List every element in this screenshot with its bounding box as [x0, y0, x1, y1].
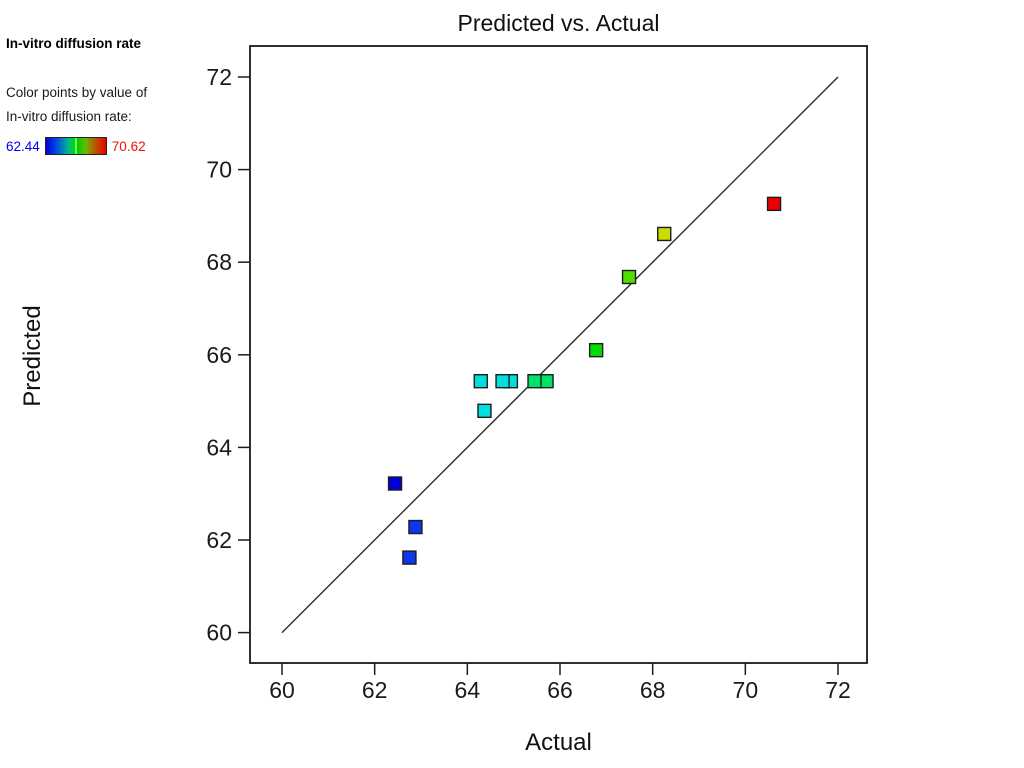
- chart-title: Predicted vs. Actual: [457, 10, 660, 36]
- data-point: [477, 403, 492, 419]
- data-point: [402, 550, 417, 565]
- data-point: [766, 196, 782, 212]
- legend-max-value: 70.62: [111, 138, 146, 154]
- color-legend: In-vitro diffusion rate Color points by …: [6, 36, 206, 155]
- data-point: [495, 373, 510, 389]
- data-point: [539, 373, 554, 389]
- legend-gradient-bar: [44, 137, 107, 155]
- y-tick-label: 68: [206, 249, 232, 275]
- data-point: [473, 373, 488, 389]
- data-point: [387, 476, 403, 491]
- legend-subtitle-line2: In-vitro diffusion rate:: [6, 109, 132, 124]
- legend-min-value: 62.44: [6, 138, 40, 154]
- data-point: [527, 373, 542, 389]
- x-tick-label: 68: [640, 677, 666, 703]
- reference-line: [281, 76, 839, 634]
- plot-frame: [249, 45, 868, 664]
- data-point: [621, 269, 637, 285]
- legend-color-scale: 62.44 70.62: [6, 137, 206, 155]
- legend-title: In-vitro diffusion rate: [6, 36, 141, 51]
- data-point: [408, 519, 423, 535]
- y-tick-label: 64: [206, 434, 232, 460]
- x-tick-label: 62: [362, 677, 388, 703]
- y-tick-label: 72: [206, 64, 232, 90]
- x-tick-label: 66: [547, 677, 573, 703]
- x-axis-label: Actual: [525, 729, 592, 756]
- y-tick-label: 66: [206, 342, 232, 368]
- y-tick-label: 70: [206, 157, 232, 183]
- x-tick-label: 60: [269, 677, 295, 703]
- data-point: [657, 226, 672, 242]
- legend-subtitle-line1: Color points by value of: [6, 85, 148, 100]
- y-tick-label: 60: [206, 620, 232, 646]
- data-point: [588, 342, 604, 358]
- x-tick-label: 64: [455, 677, 481, 703]
- y-tick-label: 62: [206, 527, 232, 553]
- x-tick-label: 70: [733, 677, 759, 703]
- x-tick-label: 72: [825, 677, 851, 703]
